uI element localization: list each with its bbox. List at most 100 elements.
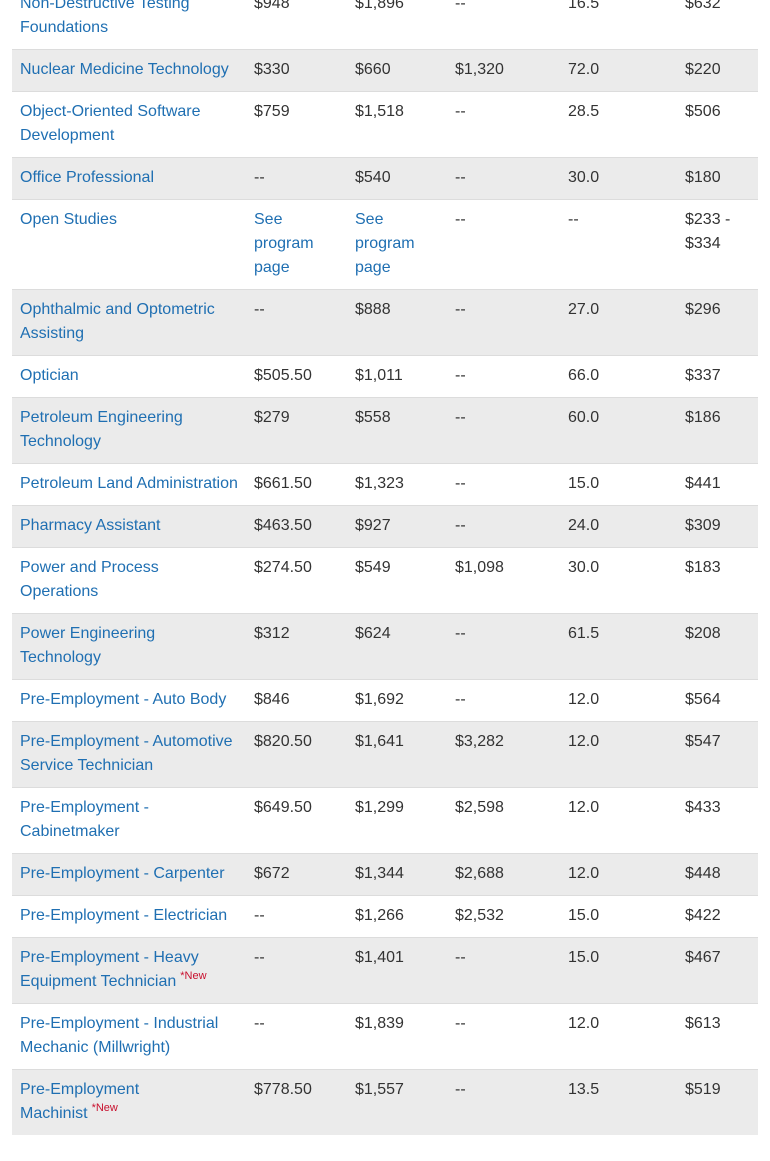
- cell-text: $649.50: [254, 799, 312, 816]
- table-cell: 15.0: [560, 895, 677, 938]
- cell-text: $274.50: [254, 559, 312, 576]
- table-cell: Pre-Employment - Electrician: [12, 895, 246, 938]
- table-cell: See program page: [347, 199, 447, 290]
- program-link[interactable]: Pre-Employment - Automotive Service Tech…: [20, 733, 233, 774]
- cell-text: --: [455, 169, 466, 186]
- table-cell: $1,518: [347, 91, 447, 158]
- table-cell: $186: [677, 397, 758, 464]
- program-link[interactable]: Petroleum Engineering Technology: [20, 409, 183, 450]
- program-link[interactable]: Pre-Employment - Cabinetmaker: [20, 799, 149, 840]
- table-cell: --: [447, 355, 560, 398]
- program-link[interactable]: Pre-Employment - Auto Body: [20, 691, 227, 708]
- table-cell: Pre-Employment - Automotive Service Tech…: [12, 721, 246, 788]
- table-cell: --: [447, 463, 560, 506]
- program-link[interactable]: Pharmacy Assistant: [20, 517, 161, 534]
- cell-text: --: [455, 301, 466, 318]
- program-link[interactable]: Power and Process Operations: [20, 559, 159, 600]
- cell-text: $1,692: [355, 691, 404, 708]
- table-cell: $1,299: [347, 787, 447, 854]
- cell-text: $2,532: [455, 907, 504, 924]
- program-link[interactable]: Ophthalmic and Optometric Assisting: [20, 301, 215, 342]
- table-cell: $927: [347, 505, 447, 548]
- table-row: Power Engineering Technology $312 $624 -- 61…: [12, 613, 758, 680]
- table-cell: Pre-Employment - Auto Body: [12, 679, 246, 722]
- table-cell: --: [246, 157, 347, 200]
- table-cell: $660: [347, 49, 447, 92]
- program-link[interactable]: Open Studies: [20, 211, 117, 228]
- cell-text: $549: [355, 559, 391, 576]
- table-cell: Optician: [12, 355, 246, 398]
- program-link[interactable]: Object-Oriented Software Development: [20, 103, 201, 144]
- table-cell: $888: [347, 289, 447, 356]
- cell-text: $1,401: [355, 949, 404, 966]
- new-badge: *New: [180, 969, 207, 982]
- table-row: Non-Destructive Testing Foundations $948 $…: [12, 0, 758, 50]
- cell-text: 12.0: [568, 865, 600, 882]
- cell-text: --: [455, 367, 466, 384]
- table-cell: --: [246, 895, 347, 938]
- cell-text: 16.5: [568, 0, 600, 12]
- table-cell: $467: [677, 937, 758, 1004]
- cell-text: $1,839: [355, 1015, 404, 1032]
- table-cell: $312: [246, 613, 347, 680]
- cell-text: $448: [685, 865, 721, 882]
- cell-text: --: [455, 949, 466, 966]
- table-cell: --: [447, 937, 560, 1004]
- cell-text: $660: [355, 61, 391, 78]
- table-cell: 27.0: [560, 289, 677, 356]
- table-cell: $1,344: [347, 853, 447, 896]
- program-link[interactable]: Power Engineering Technology: [20, 625, 156, 666]
- table-cell: $2,598: [447, 787, 560, 854]
- program-link[interactable]: Optician: [20, 367, 79, 384]
- program-page-link[interactable]: See program page: [254, 211, 314, 276]
- table-cell: 66.0: [560, 355, 677, 398]
- cell-text: --: [455, 211, 466, 228]
- table-cell: --: [447, 397, 560, 464]
- table-row: Pre-Employment - Electrician -- $1,266 $2,5…: [12, 895, 758, 938]
- table-cell: 15.0: [560, 463, 677, 506]
- cell-text: $778.50: [254, 1081, 312, 1098]
- program-link[interactable]: Non-Destructive Testing Foundations: [20, 0, 190, 36]
- cell-text: 66.0: [568, 367, 600, 384]
- program-link[interactable]: Office Professional: [20, 169, 154, 186]
- cell-text: 15.0: [568, 949, 600, 966]
- table-row: Optician $505.50 $1,011 -- 66.0 $337: [12, 355, 758, 398]
- table-cell: $549: [347, 547, 447, 614]
- cell-text: $208: [685, 625, 721, 642]
- table-cell: --: [447, 679, 560, 722]
- cell-text: $613: [685, 1015, 721, 1032]
- cell-text: $2,688: [455, 865, 504, 882]
- cell-text: --: [254, 949, 265, 966]
- program-link[interactable]: Petroleum Land Administration: [20, 475, 238, 492]
- cell-text: $672: [254, 865, 290, 882]
- program-link[interactable]: Pre-Employment - Electrician: [20, 907, 228, 924]
- cell-text: 12.0: [568, 733, 600, 750]
- fees-table: Non-Destructive Testing Foundations $948 $…: [12, 0, 758, 1135]
- table-cell: $540: [347, 157, 447, 200]
- program-link[interactable]: Pre-Employment - Industrial Mechanic (Mi…: [20, 1015, 219, 1056]
- program-link[interactable]: Nuclear Medicine Technology: [20, 61, 229, 78]
- table-cell: Office Professional: [12, 157, 246, 200]
- table-cell: Object-Oriented Software Development: [12, 91, 246, 158]
- table-cell: $1,839: [347, 1003, 447, 1070]
- table-cell: $672: [246, 853, 347, 896]
- table-cell: $564: [677, 679, 758, 722]
- program-link[interactable]: Pre-Employment - Carpenter: [20, 865, 225, 882]
- cell-text: $186: [685, 409, 721, 426]
- cell-text: $540: [355, 169, 391, 186]
- table-cell: $3,282: [447, 721, 560, 788]
- cell-text: 12.0: [568, 799, 600, 816]
- cell-text: $433: [685, 799, 721, 816]
- table-cell: $558: [347, 397, 447, 464]
- cell-text: 15.0: [568, 907, 600, 924]
- cell-text: $3,282: [455, 733, 504, 750]
- program-link[interactable]: Pre-Employment - Heavy Equipment Technic…: [20, 949, 199, 990]
- program-page-link[interactable]: See program page: [355, 211, 415, 276]
- table-cell: $505.50: [246, 355, 347, 398]
- table-cell: $1,098: [447, 547, 560, 614]
- table-cell: --: [447, 1003, 560, 1070]
- table-cell: --: [560, 199, 677, 290]
- table-cell: --: [447, 199, 560, 290]
- table-cell: $547: [677, 721, 758, 788]
- program-link[interactable]: Pre-Employment Machinist: [20, 1081, 140, 1122]
